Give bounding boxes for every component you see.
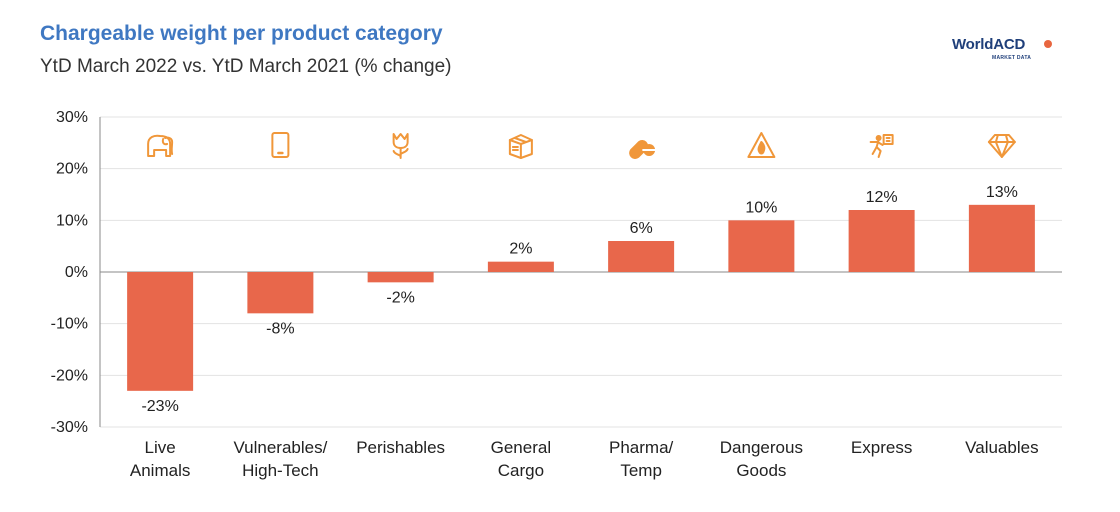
- pill-icon: [629, 140, 657, 159]
- elephant-icon: [147, 134, 174, 157]
- category-label: Pharma/: [609, 438, 674, 457]
- data-label: 13%: [986, 184, 1018, 201]
- chart-subtitle: YtD March 2022 vs. YtD March 2021 (% cha…: [40, 56, 452, 77]
- category-label: Live: [145, 438, 176, 457]
- category-label: General: [491, 438, 551, 457]
- bar: [247, 272, 314, 314]
- tulip-icon: [392, 133, 409, 159]
- category-label: Cargo: [498, 461, 544, 480]
- category-label: Valuables: [965, 438, 1038, 457]
- data-label: -2%: [386, 289, 414, 306]
- bar: [608, 241, 675, 272]
- y-tick-label: -30%: [51, 419, 88, 436]
- smartphone-icon: [271, 132, 290, 158]
- logo-wordmark: WorldACD: [952, 36, 1026, 53]
- y-tick-label: 30%: [56, 109, 88, 126]
- diamond-icon: [987, 134, 1016, 158]
- worldacd-logo: WorldACD MARKET DATA: [952, 36, 1062, 66]
- data-label: -23%: [141, 398, 178, 415]
- chart-title: Chargeable weight per product category: [40, 22, 443, 45]
- courier-icon: [869, 134, 894, 158]
- y-tick-label: 20%: [56, 161, 88, 178]
- category-label: Dangerous: [720, 438, 803, 457]
- category-label: Temp: [620, 461, 662, 480]
- data-label: -8%: [266, 320, 294, 337]
- logo-dot-icon: [1044, 40, 1052, 48]
- bar: [968, 204, 1035, 272]
- category-label: High-Tech: [242, 461, 319, 480]
- logo-tagline: MARKET DATA: [992, 55, 1032, 61]
- data-label: 10%: [745, 199, 777, 216]
- box-icon: [508, 134, 533, 159]
- fire-warning-icon: [747, 132, 776, 158]
- category-label: Goods: [736, 461, 786, 480]
- category-label: Perishables: [356, 438, 445, 457]
- category-label: Vulnerables/: [233, 438, 327, 457]
- data-label: 12%: [866, 189, 898, 206]
- data-label: 6%: [630, 220, 653, 237]
- bar: [367, 272, 434, 283]
- bar: [127, 272, 194, 391]
- data-label: 2%: [509, 241, 532, 258]
- bar: [728, 220, 795, 272]
- y-tick-label: 10%: [56, 212, 88, 229]
- bar: [848, 210, 915, 272]
- category-label: Express: [851, 438, 912, 457]
- bar: [487, 261, 554, 272]
- y-tick-label: -10%: [51, 316, 88, 333]
- y-tick-label: -20%: [51, 367, 88, 384]
- y-tick-label: 0%: [65, 264, 88, 281]
- category-label: Animals: [130, 461, 190, 480]
